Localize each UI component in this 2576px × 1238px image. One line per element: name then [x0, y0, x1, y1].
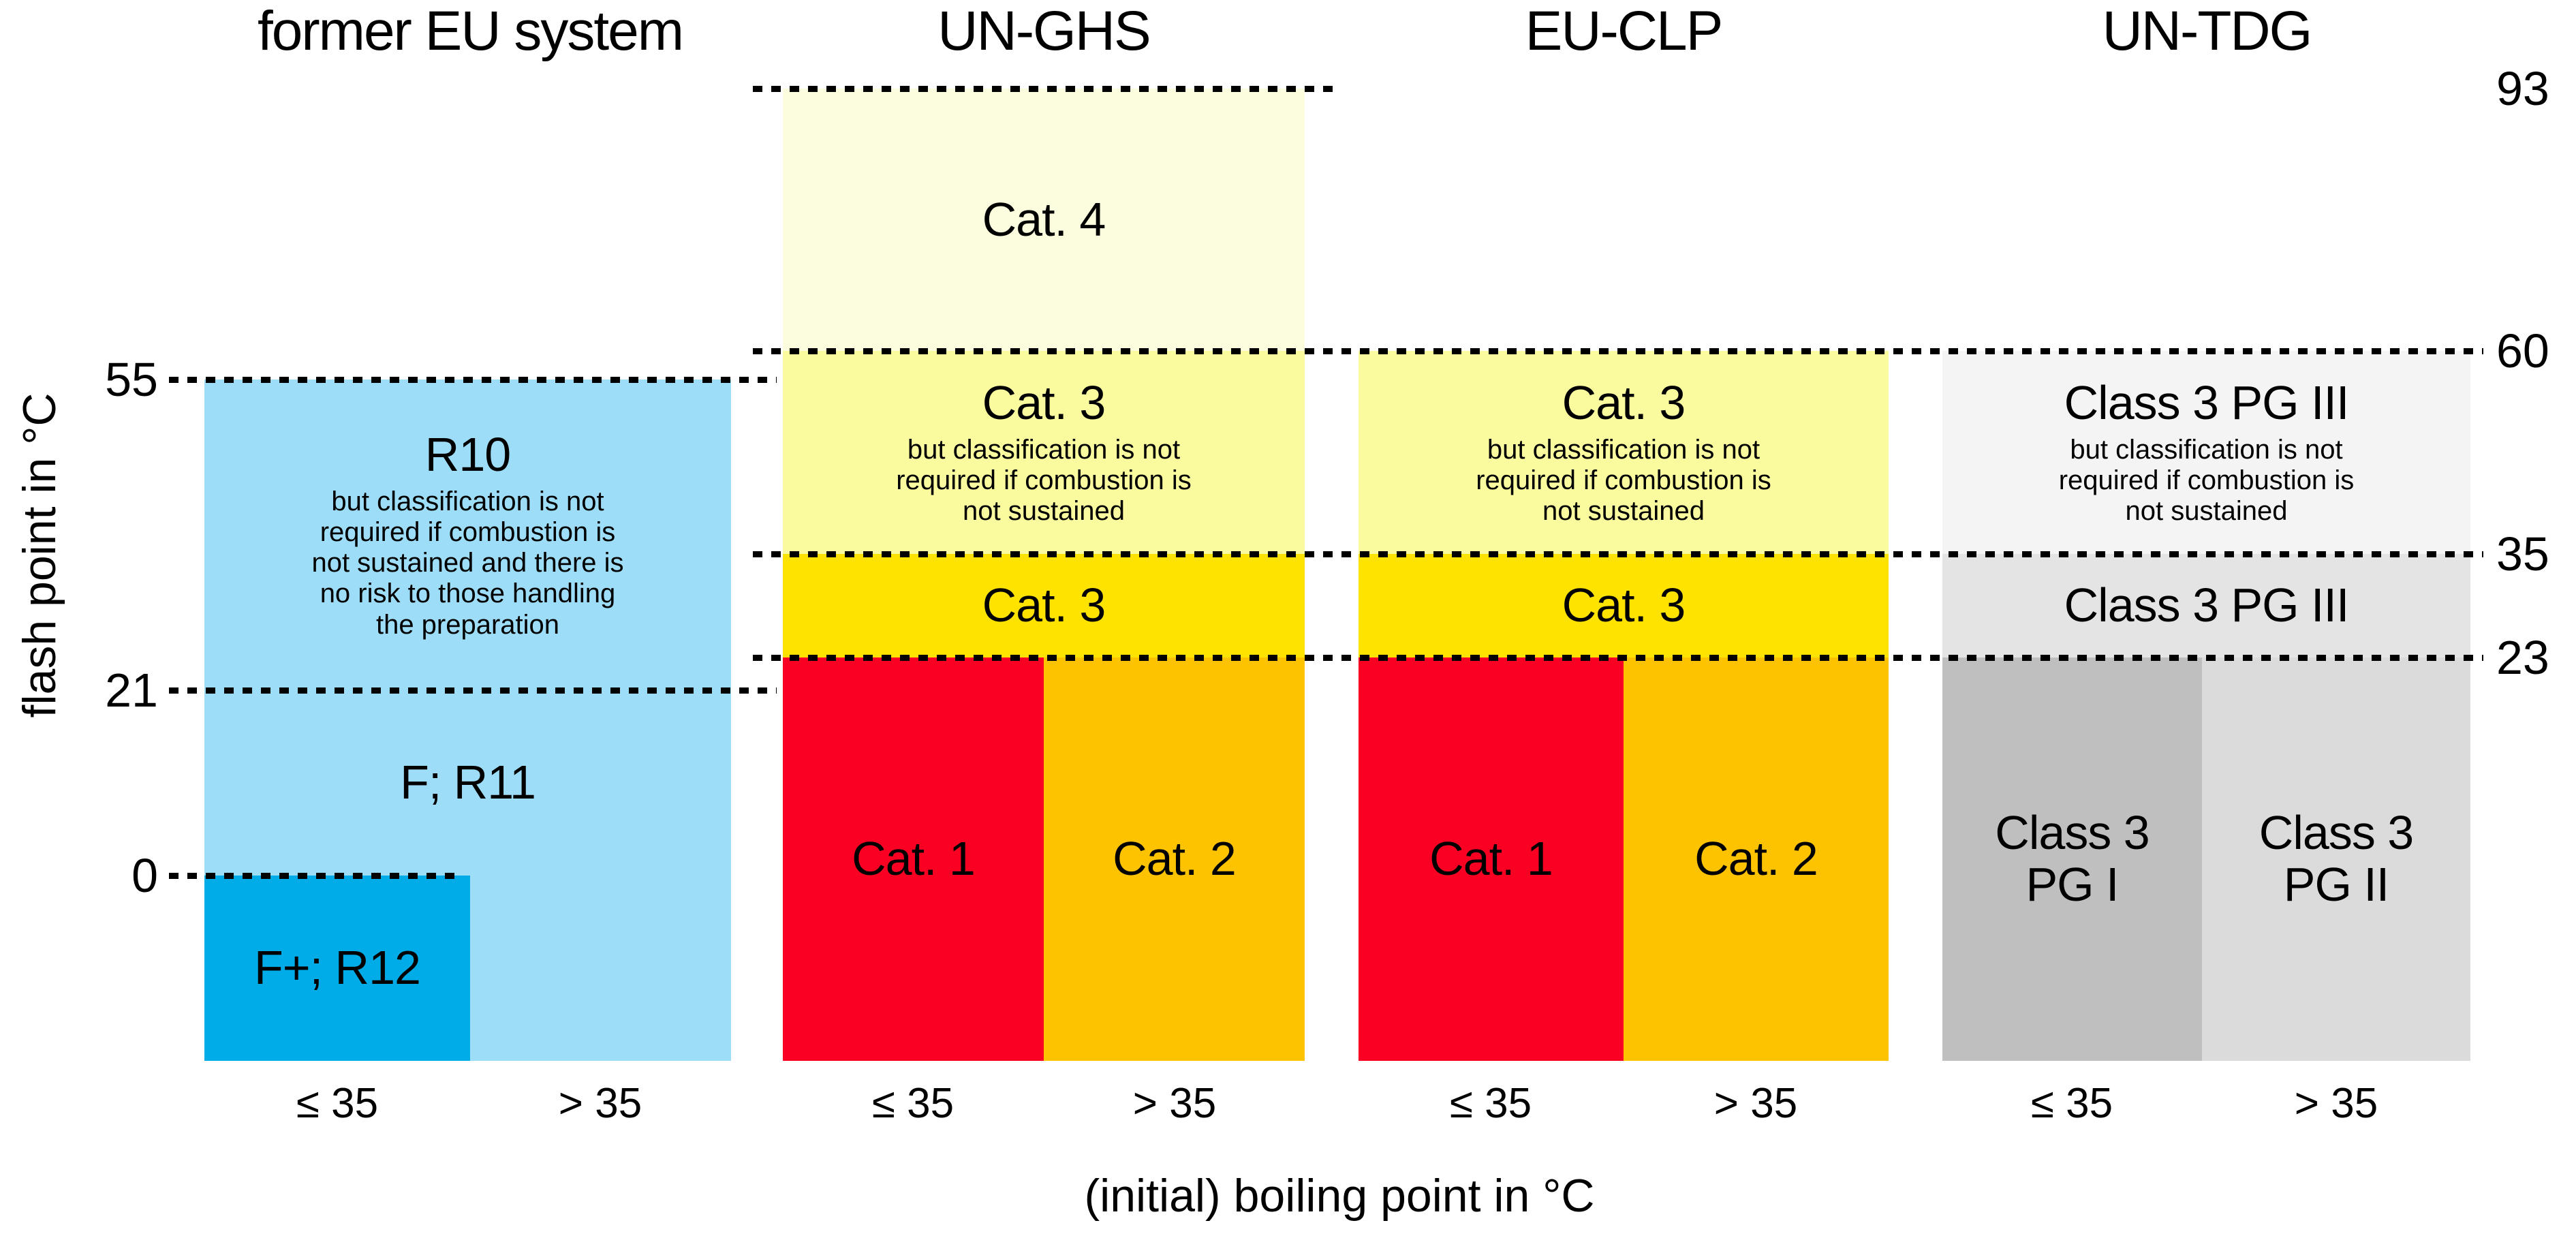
- column-header-eu-clp: EU-CLP: [1525, 0, 1724, 62]
- label-ghs-cat3-lower: Cat. 3: [982, 578, 1106, 632]
- dashed-line-21: [169, 687, 777, 694]
- label-f-r11: F; R11: [400, 756, 536, 809]
- block-tdg-pg1: Class 3 PG I: [1942, 657, 2202, 1061]
- xlabel-tdg-le35: ≤ 35: [2030, 1080, 2113, 1127]
- label-tdg-pg1: Class 3 PG I: [1995, 806, 2150, 911]
- label-tdg-pg2: Class 3 PG II: [2259, 806, 2414, 911]
- column-header-former-eu: former EU system: [257, 0, 684, 62]
- xlabel-tdg-gt35: > 35: [2294, 1080, 2378, 1127]
- block-tdg-pg3-lower: Class 3 PG III: [1942, 554, 2470, 657]
- tick-right-35: 35: [2496, 527, 2549, 581]
- dashed-line-55: [169, 377, 777, 383]
- block-tdg-pg2: Class 3 PG II: [2202, 657, 2470, 1061]
- block-tdg-pg3-upper: Class 3 PG III but classification is not…: [1942, 351, 2470, 554]
- note-clp-cat3: but classification is not required if co…: [1476, 435, 1771, 527]
- group-f-plus-r12: F+; R12: [204, 876, 470, 1061]
- block-clp-cat3-upper: Cat. 3 but classification is not require…: [1359, 351, 1889, 554]
- tick-left-21: 21: [105, 664, 158, 717]
- tick-left-55: 55: [105, 353, 158, 406]
- label-ghs-cat3-upper: Cat. 3: [982, 376, 1106, 430]
- block-clp-cat1: Cat. 1: [1359, 657, 1624, 1061]
- block-clp-cat3-lower: Cat. 3: [1359, 554, 1889, 657]
- label-clp-cat2: Cat. 2: [1694, 832, 1818, 886]
- xlabel-ghs-le35: ≤ 35: [871, 1080, 955, 1127]
- xlabel-ghs-gt35: > 35: [1132, 1080, 1217, 1127]
- group-r10: R10 but classification is not required i…: [204, 380, 731, 690]
- label-clp-cat3-lower: Cat. 3: [1562, 578, 1686, 632]
- block-clp-cat2: Cat. 2: [1624, 657, 1889, 1061]
- column-header-un-tdg: UN-TDG: [2102, 0, 2313, 62]
- xlabel-eu-gt35: > 35: [558, 1080, 642, 1127]
- tick-right-93: 93: [2496, 62, 2549, 115]
- x-axis-title: (initial) boiling point in °C: [1084, 1170, 1595, 1222]
- note-ghs-cat3: but classification is not required if co…: [896, 435, 1192, 527]
- dashed-line-23: [753, 655, 2483, 661]
- label-clp-cat1: Cat. 1: [1429, 832, 1553, 886]
- label-ghs-cat4: Cat. 4: [982, 192, 1106, 246]
- label-ghs-cat2: Cat. 2: [1113, 832, 1237, 886]
- tick-right-23: 23: [2496, 631, 2549, 684]
- block-ghs-cat3-upper: Cat. 3 but classification is not require…: [783, 351, 1305, 554]
- group-f-r11: F; R11: [204, 690, 731, 876]
- block-ghs-cat1: Cat. 1: [783, 657, 1044, 1061]
- note-tdg-pg3: but classification is not required if co…: [2058, 435, 2355, 527]
- xlabel-clp-le35: ≤ 35: [1449, 1080, 1532, 1127]
- label-r10: R10: [424, 428, 511, 482]
- y-axis-title: flash point in °C: [14, 392, 65, 718]
- block-ghs-cat4: Cat. 4: [783, 89, 1305, 351]
- label-tdg-pg3-upper: Class 3 PG III: [2064, 376, 2350, 430]
- dashed-line-93: [753, 86, 1341, 92]
- block-ghs-cat2: Cat. 2: [1044, 657, 1305, 1061]
- dashed-line-35: [753, 551, 2483, 557]
- dashed-line-0: [169, 873, 462, 879]
- block-ghs-cat3-lower: Cat. 3: [783, 554, 1305, 657]
- tick-left-0: 0: [131, 849, 158, 902]
- xlabel-clp-gt35: > 35: [1713, 1080, 1798, 1127]
- label-f-plus-r12: F+; R12: [254, 941, 421, 995]
- tick-right-60: 60: [2496, 324, 2549, 377]
- column-header-un-ghs: UN-GHS: [937, 0, 1151, 62]
- label-clp-cat3-upper: Cat. 3: [1562, 376, 1686, 430]
- block-eu-f-plus-r12: F+; R12: [204, 876, 470, 1061]
- label-tdg-pg3-lower: Class 3 PG III: [2064, 578, 2350, 632]
- xlabel-eu-le35: ≤ 35: [296, 1080, 379, 1127]
- dashed-line-60: [753, 348, 2483, 354]
- label-ghs-cat1: Cat. 1: [852, 832, 976, 886]
- note-r10: but classification is not required if co…: [311, 486, 624, 640]
